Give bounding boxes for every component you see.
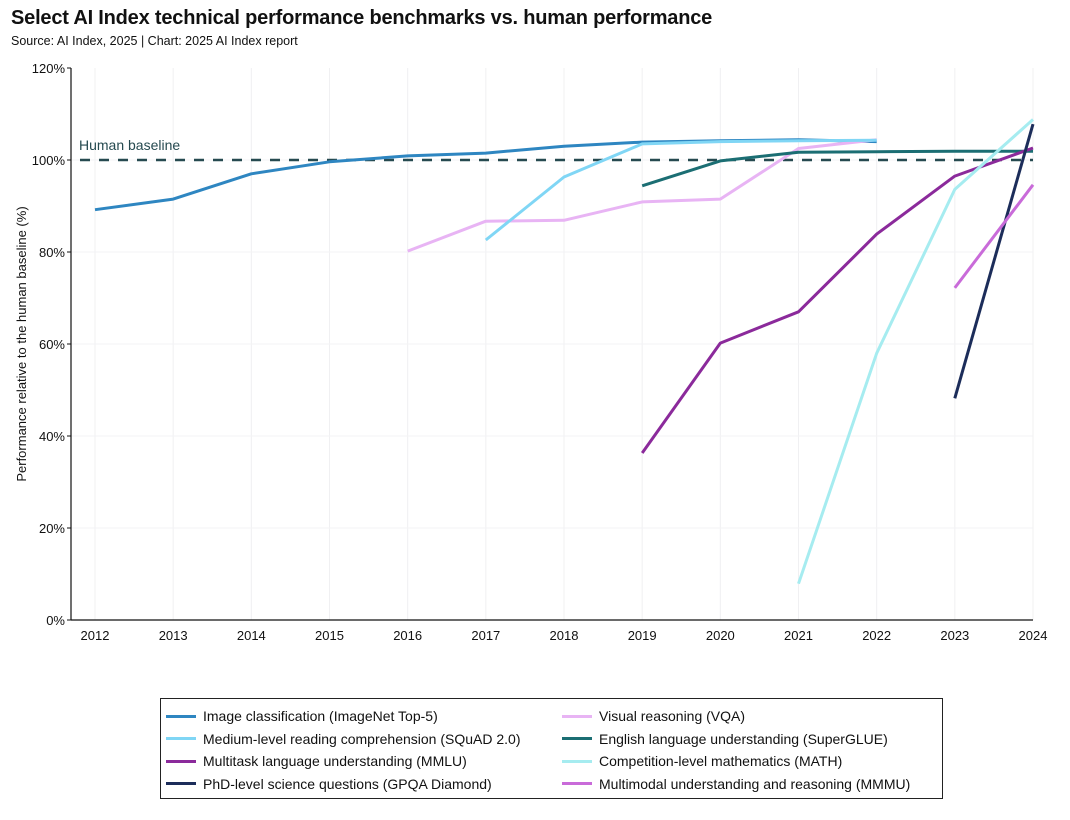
legend-label: Visual reasoning (VQA): [599, 708, 746, 725]
chart-title: Select AI Index technical performance be…: [11, 7, 713, 29]
legend-item-squad: Medium-level reading comprehension (SQuA…: [166, 728, 562, 751]
series-line-3: [641, 149, 1033, 188]
legend-swatch: [562, 714, 592, 718]
legend-label: English language understanding (SuperGLU…: [599, 730, 888, 747]
chart-subtitle: Source: AI Index, 2025 | Chart: 2025 AI …: [11, 34, 298, 48]
x-tick-label: 2022: [862, 628, 891, 643]
legend: Image classification (ImageNet Top-5) Vi…: [160, 698, 943, 799]
y-tick-label: 60%: [39, 337, 65, 352]
legend-swatch: [166, 714, 196, 718]
y-tick-label: 120%: [32, 61, 66, 76]
series-line-2: [484, 138, 877, 242]
series-line-1: [407, 138, 877, 253]
x-tick-label: 2014: [237, 628, 266, 643]
legend-swatch: [166, 782, 196, 786]
legend-item-mmlu: Multitask language understanding (MMLU): [166, 750, 562, 773]
y-tick-label: 40%: [39, 429, 65, 444]
x-tick-label: 2018: [550, 628, 579, 643]
x-tick-label: 2021: [784, 628, 813, 643]
legend-label: Medium-level reading comprehension (SQuA…: [203, 730, 521, 747]
x-tick-label: 2013: [159, 628, 188, 643]
legend-label: Competition-level mathematics (MATH): [599, 753, 843, 770]
x-tick-label: 2016: [393, 628, 422, 643]
x-tick-label: 2015: [315, 628, 344, 643]
legend-item-vqa: Visual reasoning (VQA): [562, 705, 942, 728]
series-line-4: [640, 146, 1034, 454]
legend-item-gpqa: PhD-level science questions (GPQA Diamon…: [166, 773, 562, 796]
legend-swatch: [562, 737, 592, 741]
legend-swatch: [562, 782, 592, 786]
legend-label: Image classification (ImageNet Top-5): [203, 708, 438, 725]
y-tick-label: 80%: [39, 245, 65, 260]
legend-label: Multimodal understanding and reasoning (…: [599, 775, 911, 792]
legend-swatch: [166, 737, 196, 741]
x-tick-label: 2023: [940, 628, 969, 643]
legend-item-mmmu: Multimodal understanding and reasoning (…: [562, 773, 942, 796]
legend-swatch: [166, 759, 196, 763]
human-baseline-label: Human baseline: [79, 137, 180, 153]
series-line-7: [953, 183, 1035, 289]
series-line-5: [797, 118, 1034, 585]
legend-item-superglue: English language understanding (SuperGLU…: [562, 728, 942, 751]
legend-label: Multitask language understanding (MMLU): [203, 753, 467, 770]
x-tick-label: 2024: [1019, 628, 1048, 643]
series-line-6: [953, 123, 1035, 399]
y-tick-label: 0%: [46, 613, 65, 628]
y-tick-label: 100%: [32, 153, 66, 168]
x-tick-label: 2019: [628, 628, 657, 643]
legend-item-imagenet: Image classification (ImageNet Top-5): [166, 705, 562, 728]
x-tick-label: 2012: [81, 628, 110, 643]
legend-label: PhD-level science questions (GPQA Diamon…: [203, 775, 492, 792]
y-tick-label: 20%: [39, 521, 65, 536]
legend-swatch: [562, 759, 592, 763]
x-tick-label: 2020: [706, 628, 735, 643]
y-axis-label: Performance relative to the human baseli…: [14, 206, 29, 481]
legend-item-math: Competition-level mathematics (MATH): [562, 750, 942, 773]
line-chart: 2012 2013 2014 2015 2016 2017 2018 2019 2020 2021…: [14, 61, 1048, 643]
x-tick-label: 2017: [471, 628, 500, 643]
